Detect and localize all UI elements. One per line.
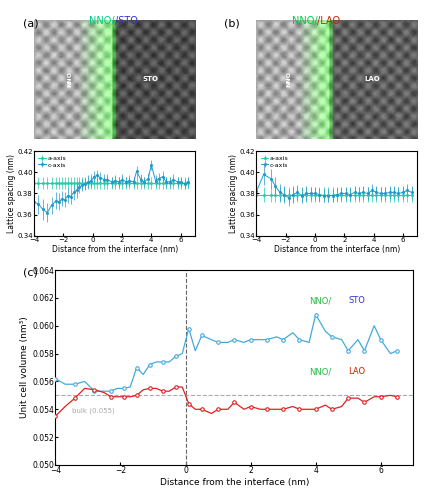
X-axis label: Distance from the interface (nm): Distance from the interface (nm)	[52, 244, 178, 254]
X-axis label: Distance from the interface (nm): Distance from the interface (nm)	[160, 478, 309, 487]
Text: STO: STO	[348, 296, 365, 305]
Y-axis label: Lattice spacing (nm): Lattice spacing (nm)	[6, 154, 16, 233]
X-axis label: Distance from the interface (nm): Distance from the interface (nm)	[274, 244, 400, 254]
Legend: a-axis, c-axis: a-axis, c-axis	[259, 154, 290, 169]
Text: NNO/: NNO/	[309, 296, 331, 305]
Text: LAO: LAO	[365, 76, 380, 82]
Text: LAO: LAO	[348, 367, 365, 376]
Text: NNO/: NNO/	[309, 367, 331, 376]
Text: NNO: NNO	[67, 72, 72, 88]
Y-axis label: Lattice spacing (nm): Lattice spacing (nm)	[229, 154, 238, 233]
Y-axis label: Unit cell volume (nm³): Unit cell volume (nm³)	[20, 316, 29, 418]
Text: (a): (a)	[23, 19, 39, 29]
Text: (c): (c)	[23, 268, 38, 278]
Text: bulk (0.055): bulk (0.055)	[72, 408, 115, 414]
Text: /LAO: /LAO	[317, 16, 340, 26]
Legend: a-axis, c-axis: a-axis, c-axis	[37, 154, 67, 169]
Text: NNO: NNO	[286, 72, 291, 88]
Text: NNO/: NNO/	[292, 16, 317, 26]
Text: STO: STO	[142, 76, 158, 82]
Text: (b): (b)	[224, 19, 239, 29]
Text: /STO: /STO	[115, 16, 138, 26]
Text: NNO/: NNO/	[89, 16, 115, 26]
